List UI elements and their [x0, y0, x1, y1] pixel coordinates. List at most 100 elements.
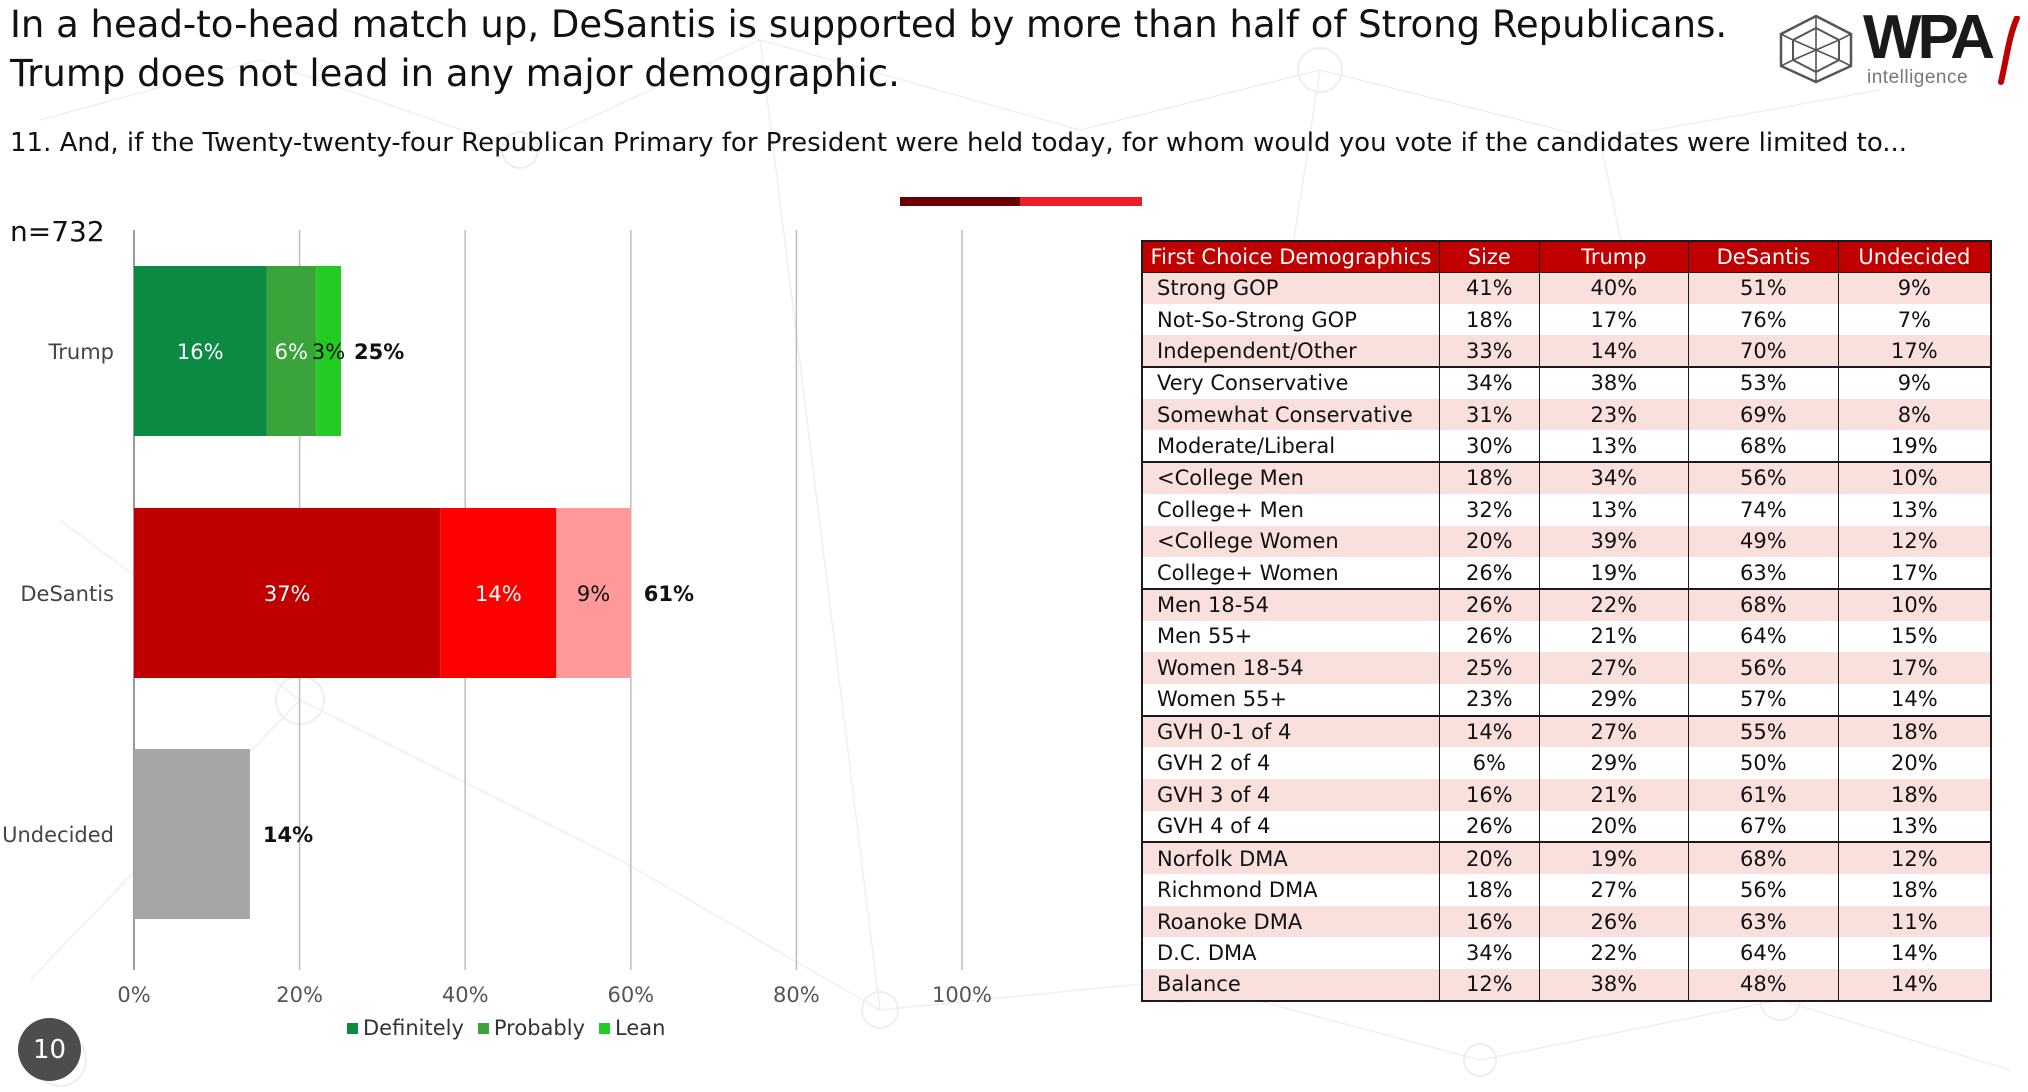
- row-label-cell: GVH 0-1 of 4: [1141, 714, 1440, 748]
- row-label-cell: College+ Women: [1141, 557, 1440, 589]
- bar-total-label: 61%: [644, 582, 694, 606]
- bar-data-label: 3%: [312, 340, 345, 364]
- table-cell: 68%: [1688, 587, 1839, 621]
- row-label-cell: Somewhat Conservative: [1141, 398, 1440, 431]
- logo-wordmark: WPA: [1863, 3, 1995, 72]
- table-cell: 18%: [1438, 461, 1540, 494]
- table-cell: 12%: [1837, 525, 1992, 558]
- bar-data-label: 37%: [264, 582, 311, 606]
- table-row: GVH 0-1 of 4 14% 27% 55% 18%: [1141, 714, 1992, 748]
- table-cell: 69%: [1688, 398, 1839, 431]
- table-cell: 12%: [1438, 969, 1540, 1002]
- table-cell: 26%: [1438, 620, 1540, 653]
- table-cell: 68%: [1688, 430, 1839, 463]
- table-cell: 17%: [1837, 335, 1992, 368]
- chart-legend: Definitely Probably Lean: [347, 1016, 665, 1040]
- legend-label: Probably: [493, 1016, 585, 1040]
- row-label-cell: Very Conservative: [1141, 366, 1440, 399]
- table-cell: 26%: [1438, 810, 1540, 843]
- row-label-cell: Balance: [1141, 969, 1440, 1002]
- legend-item: Probably: [477, 1016, 585, 1040]
- table-cell: 34%: [1438, 366, 1540, 399]
- table-cell: 20%: [1538, 810, 1690, 843]
- table-row: Women 18-54 25% 27% 56% 17%: [1141, 652, 1992, 684]
- bar-total-label: 14%: [263, 823, 313, 847]
- table-row: Richmond DMA 18% 27% 56% 18%: [1141, 874, 1992, 906]
- x-tick-label: 80%: [773, 983, 820, 1007]
- wpa-logo: WPA intelligence: [1775, 3, 2020, 93]
- table-cell: 22%: [1538, 937, 1690, 970]
- table-row: Norfolk DMA 20% 19% 68% 12%: [1141, 841, 1992, 875]
- table-header-row: First Choice Demographics Size Trump DeSant…: [1141, 240, 1992, 273]
- logo-swoosh-icon: [1998, 16, 2020, 85]
- x-tick-label: 0%: [117, 983, 150, 1007]
- table-cell: 27%: [1538, 874, 1690, 906]
- headline-line-1: In a head-to-head match up, DeSantis is …: [10, 3, 1728, 46]
- table-cell: 23%: [1538, 398, 1690, 431]
- table-cell: 40%: [1538, 272, 1690, 304]
- table-cell: 51%: [1688, 272, 1839, 304]
- table-row: GVH 3 of 4 16% 21% 61% 18%: [1141, 779, 1992, 811]
- table-cell: 63%: [1688, 905, 1839, 938]
- headline: In a head-to-head match up, DeSantis is …: [10, 0, 1730, 98]
- table-cell: 22%: [1538, 587, 1690, 621]
- row-label-cell: Not-So-Strong GOP: [1141, 303, 1440, 336]
- table-row: Balance 12% 38% 48% 14%: [1141, 969, 1992, 1002]
- bar-data-label: 9%: [577, 582, 610, 606]
- table-row: GVH 4 of 4 26% 20% 67% 13%: [1141, 810, 1992, 843]
- x-tick-label: 60%: [607, 983, 654, 1007]
- table-row: GVH 2 of 4 6% 29% 50% 20%: [1141, 747, 1992, 779]
- table-cell: 11%: [1837, 905, 1992, 938]
- table-cell: 16%: [1438, 905, 1540, 938]
- table-cell: 23%: [1438, 683, 1540, 716]
- table-row: Not-So-Strong GOP 18% 17% 76% 7%: [1141, 303, 1992, 336]
- x-tick-label: 100%: [932, 983, 992, 1007]
- table-cell: 34%: [1538, 461, 1690, 494]
- table-cell: 76%: [1688, 303, 1839, 336]
- table-cell: 10%: [1837, 587, 1992, 621]
- table-cell: 13%: [1538, 430, 1690, 463]
- table-row: Moderate/Liberal 30% 13% 68% 19%: [1141, 430, 1992, 463]
- table-cell: 14%: [1438, 714, 1540, 748]
- table-cell: 63%: [1688, 557, 1839, 589]
- bar-data-label: 14%: [475, 582, 522, 606]
- table-cell: 18%: [1438, 303, 1540, 336]
- table-cell: 10%: [1837, 461, 1992, 494]
- table-cell: 56%: [1688, 874, 1839, 906]
- row-label-cell: GVH 3 of 4: [1141, 779, 1440, 811]
- table-row: Women 55+ 23% 29% 57% 14%: [1141, 683, 1992, 716]
- table-cell: 16%: [1438, 779, 1540, 811]
- row-label-cell: Roanoke DMA: [1141, 905, 1440, 938]
- row-label-cell: D.C. DMA: [1141, 937, 1440, 970]
- question-text: 11. And, if the Twenty-twenty-four Repub…: [10, 128, 1908, 158]
- table-cell: 13%: [1837, 810, 1992, 843]
- table-cell: 68%: [1688, 841, 1839, 875]
- table-row: Strong GOP 41% 40% 51% 9%: [1141, 272, 1992, 304]
- table-row: Very Conservative 34% 38% 53% 9%: [1141, 366, 1992, 399]
- table-cell: 7%: [1837, 303, 1992, 336]
- row-label-cell: GVH 4 of 4: [1141, 810, 1440, 843]
- table-cell: 64%: [1688, 620, 1839, 653]
- table-row: Somewhat Conservative 31% 23% 69% 8%: [1141, 398, 1992, 431]
- legend-swatch: [347, 1022, 358, 1034]
- table-cell: 14%: [1837, 937, 1992, 970]
- table-cell: 18%: [1438, 874, 1540, 906]
- table-cell: 9%: [1837, 272, 1992, 304]
- table-cell: 20%: [1438, 525, 1540, 558]
- sample-size: n=732: [10, 215, 105, 248]
- table-header-cell: First Choice Demographics: [1141, 240, 1440, 273]
- table-header-cell: Undecided: [1837, 240, 1992, 273]
- table-cell: 17%: [1837, 557, 1992, 589]
- bar-segment: [134, 508, 441, 678]
- table-header-cell: Trump: [1538, 240, 1690, 273]
- table-cell: 20%: [1438, 841, 1540, 875]
- table-cell: 19%: [1538, 841, 1690, 875]
- table-cell: 48%: [1688, 969, 1839, 1002]
- table-cell: 61%: [1688, 779, 1839, 811]
- table-cell: 26%: [1438, 557, 1540, 589]
- row-label-cell: GVH 2 of 4: [1141, 747, 1440, 779]
- accent-bar-red: [1020, 197, 1142, 206]
- table-row: <College Women 20% 39% 49% 12%: [1141, 525, 1992, 558]
- table-cell: 30%: [1438, 430, 1540, 463]
- row-label-cell: College+ Men: [1141, 493, 1440, 526]
